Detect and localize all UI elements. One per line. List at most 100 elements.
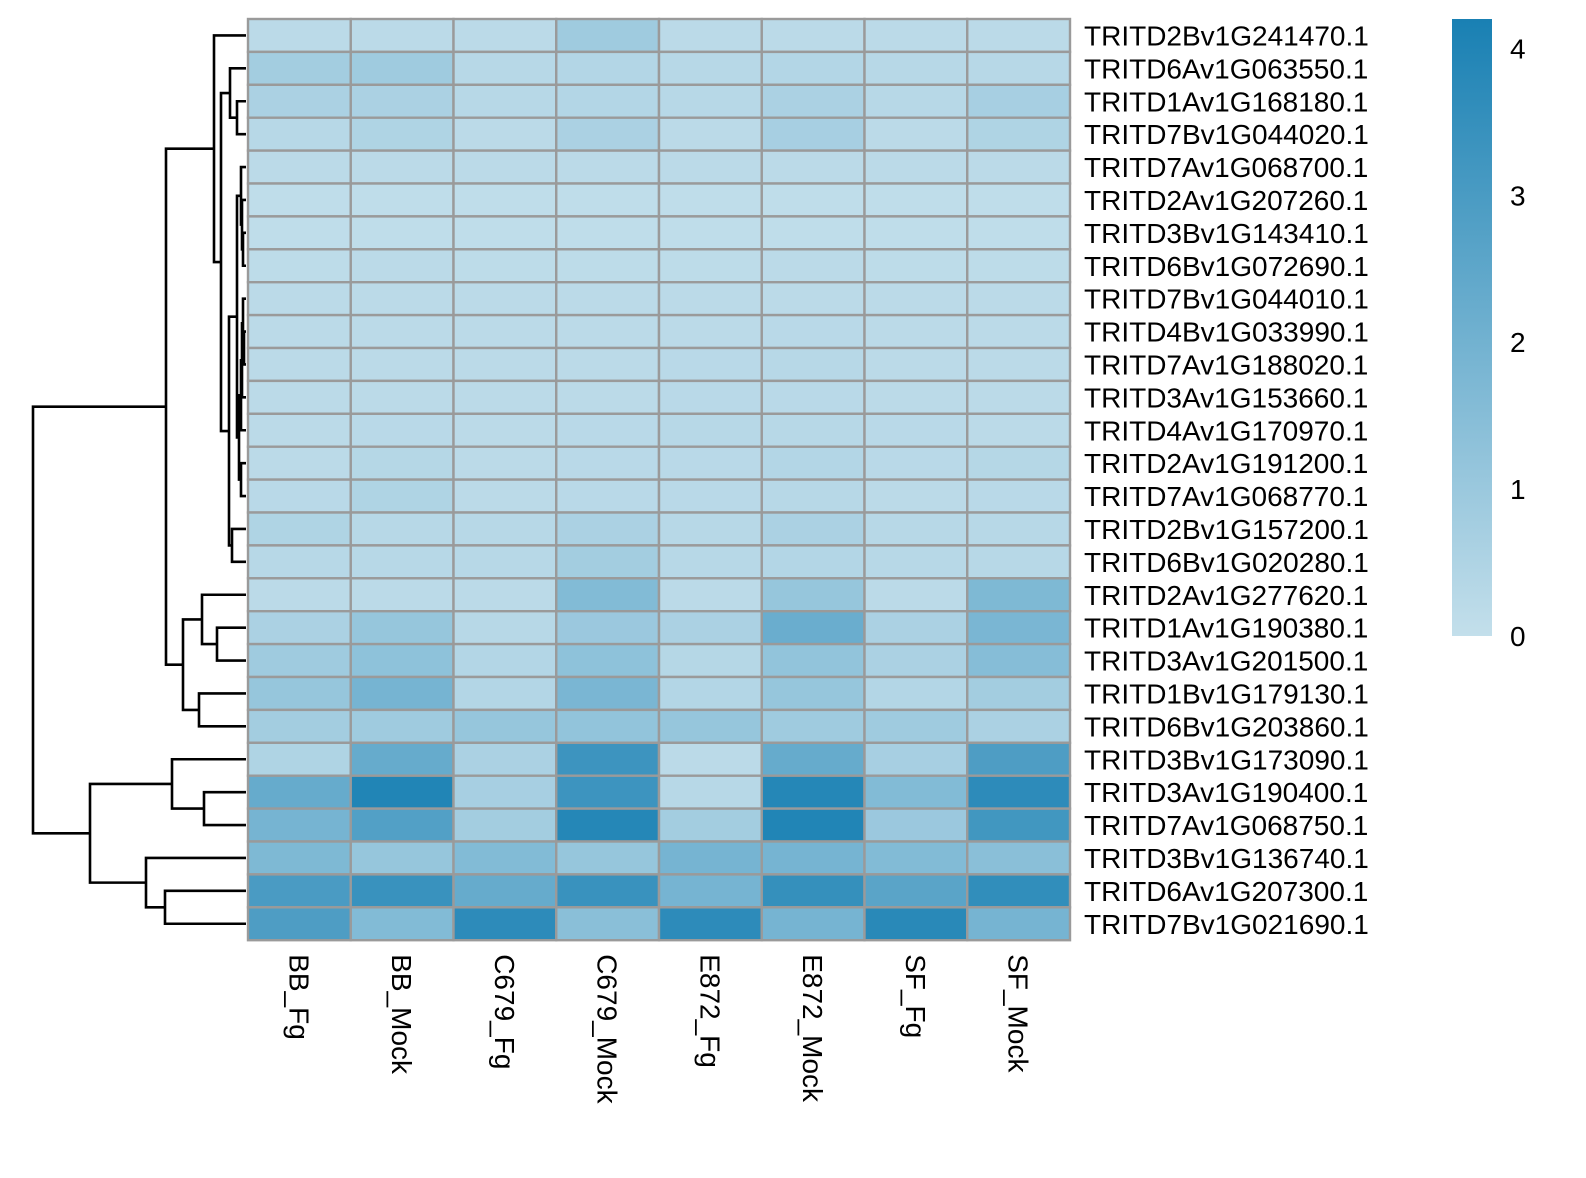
- heatmap-cell: [863, 83, 969, 119]
- dendrogram-branch: [197, 692, 246, 728]
- heatmap-cell: [349, 577, 455, 613]
- row-label: TRITD3Av1G201500.1: [1084, 646, 1368, 677]
- heatmap-cell: [246, 610, 352, 646]
- dendrogram-branch: [164, 147, 214, 666]
- column-label: BB_Fg: [283, 954, 314, 1040]
- heatmap-cell: [657, 50, 763, 87]
- heatmap-cell: [863, 149, 969, 185]
- row-dendrogram: [31, 34, 246, 926]
- heatmap-cell: [657, 248, 763, 284]
- heatmap-cell: [246, 774, 352, 810]
- heatmap-cell: [760, 511, 866, 547]
- heatmap-cell: [452, 741, 558, 777]
- heatmap-cell: [966, 248, 1072, 284]
- heatmap-cell: [555, 346, 661, 383]
- heatmap-cell: [760, 873, 866, 909]
- heatmap-cell: [863, 774, 969, 810]
- heatmap-cell: [555, 478, 661, 514]
- heatmap-cell: [246, 445, 352, 481]
- heatmap-cell: [966, 577, 1072, 613]
- heatmap-cell: [452, 50, 558, 87]
- row-label: TRITD6Bv1G020280.1: [1084, 547, 1369, 578]
- heatmap-cell: [760, 642, 866, 679]
- heatmap-cell: [246, 675, 352, 712]
- heatmap-cell: [863, 313, 969, 350]
- heatmap-cell: [246, 116, 352, 152]
- row-label: TRITD7Bv1G021690.1: [1084, 909, 1369, 940]
- column-label: C679_Fg: [489, 954, 520, 1069]
- heatmap-cell: [760, 116, 866, 152]
- heatmap-cell: [555, 610, 661, 646]
- heatmap-cell: [452, 675, 558, 712]
- heatmap-cell: [863, 840, 969, 876]
- heatmap-cell: [555, 675, 661, 712]
- heatmap-cell: [966, 906, 1072, 942]
- heatmap-cell: [349, 840, 455, 876]
- heatmap-cell: [349, 610, 455, 646]
- heatmap-cell: [246, 313, 352, 350]
- colorbar-tick-label: 1: [1510, 474, 1526, 505]
- heatmap-cell: [452, 379, 558, 415]
- heatmap-cell: [555, 116, 661, 152]
- heatmap-cell: [966, 149, 1072, 185]
- heatmap-cell: [246, 840, 352, 876]
- heatmap-cell: [246, 281, 352, 317]
- heatmap-cell: [555, 511, 661, 547]
- heatmap-cell: [657, 346, 763, 383]
- row-label: TRITD2Av1G277620.1: [1084, 580, 1368, 611]
- heatmap-cell: [760, 248, 866, 284]
- heatmap-cell: [863, 379, 969, 415]
- heatmap-cell: [452, 544, 558, 580]
- heatmap-cell: [452, 708, 558, 745]
- heatmap-cell: [863, 478, 969, 514]
- heatmap-cell: [760, 741, 866, 777]
- column-label: SF_Fg: [900, 954, 931, 1038]
- heatmap-cell: [555, 774, 661, 810]
- heatmap-cell: [863, 675, 969, 712]
- heatmap-cell: [966, 379, 1072, 415]
- heatmap-cell: [452, 478, 558, 514]
- heatmap-cell: [863, 17, 969, 54]
- dendrogram-branch: [200, 593, 246, 646]
- column-label: E872_Fg: [694, 954, 725, 1068]
- heatmap-cell: [966, 774, 1072, 810]
- heatmap-cell: [246, 17, 352, 54]
- heatmap-cell: [657, 675, 763, 712]
- heatmap-cell: [657, 116, 763, 152]
- heatmap-cell: [246, 412, 352, 448]
- heatmap-cell: [555, 215, 661, 251]
- heatmap-cell: [760, 445, 866, 481]
- colorbar-tick-label: 2: [1510, 327, 1526, 358]
- heatmap-cell: [760, 379, 866, 415]
- heatmap-cell: [657, 478, 763, 514]
- heatmap-cell: [452, 149, 558, 185]
- heatmap-cell: [966, 708, 1072, 745]
- heatmap-cell: [657, 149, 763, 185]
- heatmap-cell: [349, 248, 455, 284]
- heatmap-cell: [349, 149, 455, 185]
- heatmap-cell: [555, 642, 661, 679]
- heatmap-cell: [966, 346, 1072, 383]
- heatmap-cell: [349, 116, 455, 152]
- heatmap-cell: [246, 708, 352, 745]
- heatmap-cell: [760, 478, 866, 514]
- heatmap-cell: [863, 346, 969, 383]
- heatmap-cell: [863, 642, 969, 679]
- row-label: TRITD7Bv1G044020.1: [1084, 119, 1369, 150]
- column-labels: BB_Fg BB_Mock C679_Fg C679_Mock E872_Fg E872_…: [283, 954, 1033, 1104]
- heatmap-cell: [966, 840, 1072, 876]
- dendrogram-branch: [235, 99, 246, 136]
- dendrogram-branch: [241, 231, 246, 268]
- heatmap-cell: [657, 182, 763, 218]
- heatmap-cell: [966, 544, 1072, 580]
- heatmap-cell: [657, 610, 763, 646]
- heatmap-cell: [966, 412, 1072, 448]
- row-label: TRITD3Bv1G143410.1: [1084, 218, 1369, 249]
- heatmap-cell: [349, 445, 455, 481]
- heatmap-cell: [863, 445, 969, 481]
- heatmap-cell: [452, 642, 558, 679]
- heatmap-cell: [863, 741, 969, 777]
- heatmap-cell: [555, 708, 661, 745]
- heatmap-cell: [349, 281, 455, 317]
